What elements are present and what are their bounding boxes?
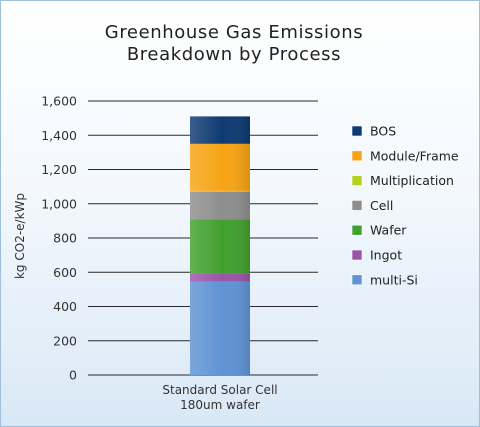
legend-label-cell: Cell	[370, 198, 393, 213]
chart-title-line-1: Greenhouse Gas Emissions	[104, 22, 364, 43]
legend-swatch-wafer	[351, 224, 363, 236]
bar-segment-shade	[190, 273, 250, 282]
legend-swatch-ingot	[351, 249, 363, 261]
y-tick-label: 1,400	[41, 128, 77, 143]
legend-swatch-bos	[351, 125, 363, 137]
y-tick-label: 0	[69, 368, 77, 383]
legend-swatch-module-frame	[351, 150, 363, 162]
legend-swatch-multiplication	[351, 175, 363, 186]
bar-segment-shade	[190, 116, 250, 144]
category-label-line-2: 180um wafer	[180, 398, 260, 412]
chart-title-line-2: Breakdown by Process	[126, 44, 342, 65]
y-tick-label: 800	[53, 231, 77, 246]
legend-swatch-cell	[351, 200, 363, 211]
legend-swatch-multi-si	[351, 274, 363, 286]
y-tick-label: 200	[53, 333, 77, 348]
legend-label-multiplication: Multiplication	[370, 173, 454, 188]
bar-segment-shade	[190, 191, 250, 220]
chart-title: Greenhouse Gas Emissions Breakdown by Pr…	[0, 22, 468, 66]
y-tick-label: 1,600	[41, 94, 77, 109]
y-axis-label: kg CO2-e/kWp	[13, 193, 27, 279]
category-label-line-1: Standard Solar Cell	[162, 383, 277, 397]
y-tick-label: 1,200	[41, 162, 77, 177]
y-tick-label: 400	[53, 299, 77, 314]
legend-label-wafer: Wafer	[370, 223, 407, 238]
bar-segment-shade	[190, 219, 250, 274]
bar-segment-shade	[190, 143, 250, 191]
legend-label-ingot: Ingot	[370, 248, 402, 263]
y-tick-label: 600	[53, 265, 77, 280]
legend-label-bos: BOS	[370, 124, 396, 139]
legend-label-multi-si: multi-Si	[370, 272, 418, 287]
y-tick-label: 1,000	[41, 196, 77, 211]
legend-label-module-frame: Module/Frame	[370, 148, 459, 163]
bar-segment-shade	[190, 281, 250, 375]
bar-segment-shade	[190, 190, 250, 192]
